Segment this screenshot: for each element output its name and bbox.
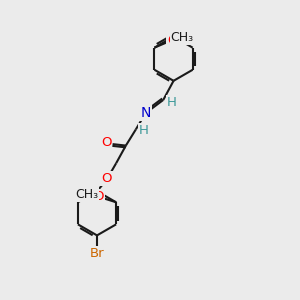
Text: H: H bbox=[139, 124, 149, 137]
Text: CH₃: CH₃ bbox=[170, 31, 194, 44]
Text: O: O bbox=[101, 172, 112, 185]
Text: Br: Br bbox=[90, 247, 104, 260]
Text: O: O bbox=[93, 190, 104, 203]
Text: N: N bbox=[140, 106, 151, 120]
Text: H: H bbox=[167, 96, 176, 109]
Text: O: O bbox=[167, 34, 177, 46]
Text: CH₃: CH₃ bbox=[75, 188, 98, 201]
Text: O: O bbox=[101, 136, 111, 149]
